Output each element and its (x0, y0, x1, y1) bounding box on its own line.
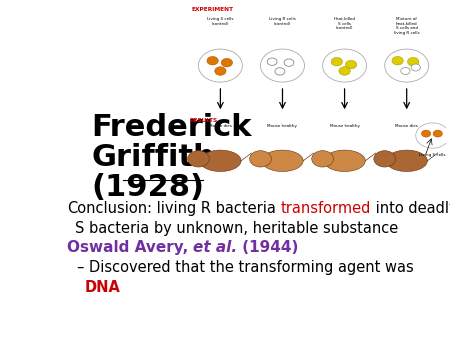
Circle shape (385, 49, 429, 82)
Circle shape (323, 49, 367, 82)
Text: Frederick: Frederick (91, 114, 252, 142)
Circle shape (374, 151, 396, 167)
Circle shape (312, 151, 333, 167)
Text: : living R bacteria: : living R bacteria (147, 201, 280, 216)
Circle shape (433, 130, 442, 137)
Circle shape (345, 60, 357, 69)
Text: (1944): (1944) (237, 240, 299, 255)
Text: transformed: transformed (280, 201, 371, 216)
Text: Mouse dies: Mouse dies (209, 124, 232, 128)
Text: Mouse healthy: Mouse healthy (267, 124, 297, 128)
Circle shape (422, 130, 431, 137)
Circle shape (401, 68, 410, 74)
Text: Living S cells: Living S cells (419, 153, 446, 157)
Circle shape (392, 56, 403, 65)
Circle shape (188, 151, 209, 167)
Circle shape (284, 59, 294, 66)
Circle shape (411, 64, 420, 71)
Ellipse shape (200, 150, 241, 171)
Text: Mouse healthy: Mouse healthy (329, 124, 360, 128)
Text: Heat-killed
S cells
(control): Heat-killed S cells (control) (333, 17, 356, 30)
Circle shape (215, 67, 226, 75)
Circle shape (407, 57, 419, 66)
Text: Living S cells
(control): Living S cells (control) (207, 17, 234, 26)
Circle shape (221, 58, 233, 67)
Circle shape (331, 57, 342, 66)
Text: (1928): (1928) (91, 173, 204, 202)
Text: Mouse dies: Mouse dies (395, 124, 418, 128)
Circle shape (416, 123, 450, 148)
Text: DNA: DNA (84, 280, 120, 295)
Circle shape (207, 56, 218, 65)
Circle shape (198, 49, 243, 82)
Text: Oswald Avery,: Oswald Avery, (67, 240, 193, 255)
Text: into deadly: into deadly (371, 201, 450, 216)
Text: et al.: et al. (193, 240, 237, 255)
Ellipse shape (386, 150, 427, 171)
Text: Living R cells
(control): Living R cells (control) (269, 17, 296, 26)
Text: Griffith: Griffith (91, 143, 215, 172)
Text: Conclusion: Conclusion (67, 201, 147, 216)
Circle shape (339, 67, 350, 75)
Text: RESULTS: RESULTS (189, 118, 217, 123)
Ellipse shape (324, 150, 365, 171)
Circle shape (267, 58, 277, 65)
Text: S bacteria by unknown, heritable substance: S bacteria by unknown, heritable substan… (76, 221, 399, 236)
Text: EXPERIMENT: EXPERIMENT (192, 7, 234, 12)
Text: – Discovered that the transforming agent was: – Discovered that the transforming agent… (77, 261, 414, 275)
Circle shape (275, 68, 285, 75)
Ellipse shape (262, 150, 303, 171)
Text: Mixture of
heat-killed
S cells and
living R cells: Mixture of heat-killed S cells and livin… (394, 17, 419, 35)
Circle shape (261, 49, 305, 82)
Circle shape (250, 151, 271, 167)
